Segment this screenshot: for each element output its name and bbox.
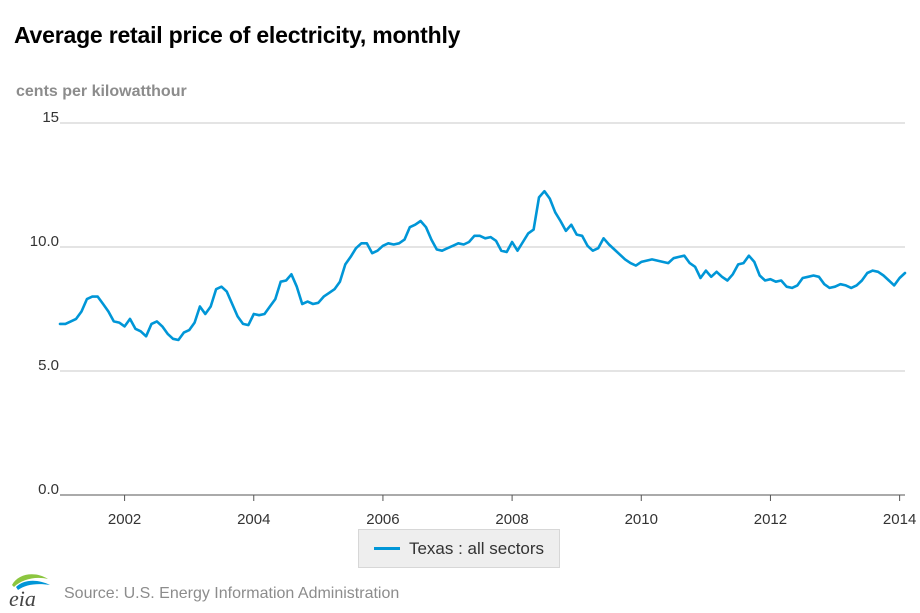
- legend-label: Texas : all sectors: [408, 538, 545, 558]
- logo-leaf-blue: [16, 580, 50, 590]
- x-axis-ticks: 2002 2004 2006 2008 2010 2012 2014: [108, 495, 916, 525]
- y-tick-label: 0.0: [38, 481, 59, 498]
- y-axis-ticks: 0.0 5.0 10.0 15: [30, 109, 59, 498]
- y-tick-label: 15: [42, 109, 59, 126]
- series-group: [58, 189, 907, 342]
- x-tick-label: 2010: [625, 511, 658, 525]
- legend-swatch: [373, 547, 400, 550]
- x-tick-label: 2008: [495, 511, 528, 525]
- logo-leaf-green: [12, 574, 48, 587]
- source-note: Source: U.S. Energy Information Administ…: [64, 585, 400, 602]
- y-tick-label: 5.0: [38, 357, 59, 374]
- x-tick-label: 2002: [108, 511, 141, 525]
- legend[interactable]: Texas : all sectors: [358, 529, 560, 568]
- series-line: [58, 189, 907, 342]
- chart-title: Average retail price of electricity, mon…: [14, 22, 461, 48]
- y-axis-label: cents per kilowatthour: [16, 83, 187, 100]
- gridlines: [60, 122, 905, 496]
- y-tick-label: 10.0: [30, 233, 59, 250]
- eia-logo: eia: [9, 574, 50, 609]
- x-tick-label: 2004: [237, 511, 270, 525]
- x-tick-label: 2006: [366, 511, 399, 525]
- x-tick-label: 2012: [754, 511, 787, 525]
- line-chart: 0.0 5.0 10.0 15 2002 2004 2006 2008 2010 2012 201…: [30, 109, 917, 525]
- logo-wordmark: eia: [9, 586, 36, 609]
- x-tick-label: 2014: [883, 511, 916, 525]
